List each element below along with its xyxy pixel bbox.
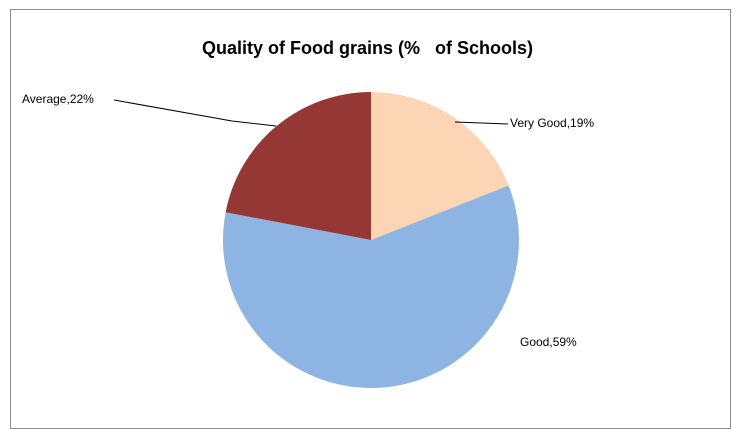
data-label-average: Average,22% [22,92,94,106]
pie-slice-good [223,185,519,388]
chart-title: Quality of Food grains (% of Schools) [201,38,533,58]
data-label-good: Good,59% [520,335,577,349]
pie-slice-very-good [371,92,509,240]
leader-line-very-good [454,121,509,125]
leader-line-average [113,99,277,127]
pie-slice-average [225,92,371,240]
data-label-very-good: Very Good,19% [510,116,594,130]
